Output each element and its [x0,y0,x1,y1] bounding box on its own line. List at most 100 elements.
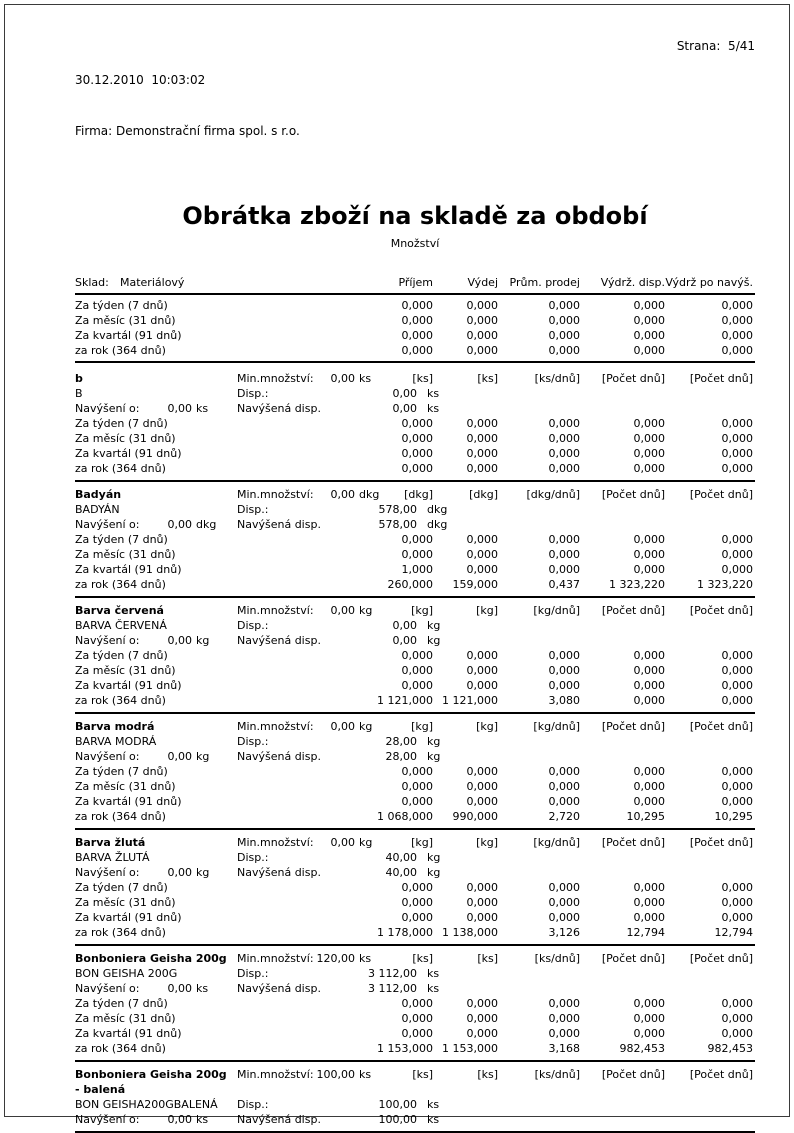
period-row: Za měsíc (31 dnů) 0,000 0,000 0,000 0,000 0,0… [75,431,755,446]
period-row: Za kvartál (91 dnů) 1,000 0,000 0,000 0,000 0… [75,562,755,577]
period-value: 0,000 [401,462,434,475]
period-value: 159,000 [452,578,499,591]
increase-unit: ks [196,402,209,415]
block-rule [75,712,755,714]
period-label: Za kvartál (91 dnů) [75,563,182,576]
period-value: 0,000 [548,780,581,793]
min-quantity-label: Min.množství: [237,604,314,617]
product-name: Bonboniera Geisha 200g [75,952,227,965]
summary-value: 0,000 [633,314,666,327]
period-label: Za týden (7 dnů) [75,649,168,662]
product-block: Barva žlutá Min.množství: 0,00 kg [kg] [kg] [k… [75,830,755,946]
product-name: Bonboniera Geisha 200g - balená [75,1068,227,1096]
increased-disp-unit: kg [427,750,441,763]
increase-unit: ks [196,1113,209,1126]
min-quantity-label: Min.množství: [237,488,314,501]
disp-unit: dkg [427,503,448,516]
period-value: 0,000 [466,765,499,778]
summary-value: 0,000 [466,314,499,327]
increased-disp-label: Navýšená disp. [237,982,321,995]
increase-label: Navýšení o: [75,750,140,763]
block-rule [75,480,755,482]
column-unit: [dkg] [404,488,433,501]
report-company: Firma: Demonstrační firma spol. s r.o. [75,124,300,138]
increase-label: Navýšení o: [75,866,140,879]
meta-left: 30.12.2010 10:03:02 Firma: Demonstrační … [75,38,300,174]
period-value: 0,000 [466,1027,499,1040]
column-unit: [Počet dnů] [689,604,753,617]
product-blocks: b Min.množství: 0,00 ks [ks] [ks] [ks/dnů] [Poč… [75,366,755,1133]
increased-disp-unit: ks [427,1113,440,1126]
increase-value: 0,00 [167,750,193,763]
summary-row: za rok (364 dnů) 0,000 0,000 0,000 0,000 0,00… [75,343,755,358]
period-value: 0,000 [401,649,434,662]
column-header: Výdej [467,276,498,289]
period-value: 0,437 [548,578,581,591]
disp-label: Disp.: [237,967,269,980]
disp-label: Disp.: [237,619,269,632]
summary-value: 0,000 [633,329,666,342]
period-value: 3,080 [548,694,581,707]
increase-row: Navýšení o: 0,00 ks Navýšená disp. 3 112,00 k… [75,981,755,996]
min-quantity-value: 0,00 [330,488,356,501]
block-rule [75,944,755,946]
product-code: B [75,387,83,400]
period-value: 0,000 [548,533,581,546]
increase-unit: ks [196,982,209,995]
product-name-row: Barva červená Min.množství: 0,00 kg [kg] [kg]… [75,603,755,618]
disp-label: Disp.: [237,387,269,400]
increased-disp-value: 100,00 [378,1113,418,1126]
period-value: 1 323,220 [609,578,665,591]
period-value: 982,453 [707,1042,754,1055]
period-value: 0,000 [401,417,434,430]
period-label: Za měsíc (31 dnů) [75,780,176,793]
summary-row: Za měsíc (31 dnů) 0,000 0,000 0,000 0,000 0,0… [75,313,755,328]
increased-disp-value: 0,00 [392,402,418,415]
period-value: 1 121,000 [442,694,498,707]
summary-value: 0,000 [401,344,434,357]
sklad-label: Sklad: [75,276,109,289]
product-name-row: b Min.množství: 0,00 ks [ks] [ks] [ks/dnů] [Poč… [75,371,755,386]
column-unit: [Počet dnů] [689,836,753,849]
period-value: 0,000 [633,462,666,475]
period-row: Za týden (7 dnů) 0,000 0,000 0,000 0,000 0,00… [75,880,755,895]
period-label: Za týden (7 dnů) [75,417,168,430]
summary-value: 0,000 [548,299,581,312]
min-quantity-unit: ks [359,1068,372,1081]
period-row: Za měsíc (31 dnů) 0,000 0,000 0,000 0,000 0,0… [75,895,755,910]
column-unit: [ks/dnů] [534,372,580,385]
period-row: Za měsíc (31 dnů) 0,000 0,000 0,000 0,000 0,0… [75,779,755,794]
column-unit: [kg] [476,604,498,617]
product-name: Badyán [75,488,122,501]
disp-value: 28,00 [385,735,418,748]
product-code: BARVA MODRÁ [75,735,157,748]
period-label: Za měsíc (31 dnů) [75,1012,176,1025]
period-value: 0,000 [633,417,666,430]
period-value: 0,000 [401,881,434,894]
period-row: za rok (364 dnů) 1 121,000 1 121,000 3,080 0… [75,693,755,708]
period-value: 0,000 [633,795,666,808]
column-unit: [ks] [477,952,498,965]
period-row: Za týden (7 dnů) 0,000 0,000 0,000 0,000 0,00… [75,996,755,1011]
summary-value: 0,000 [401,314,434,327]
period-value: 0,000 [466,462,499,475]
summary-block: Za týden (7 dnů) 0,000 0,000 0,000 0,000 0,00… [75,298,755,358]
increase-value: 0,00 [167,982,193,995]
period-value: 3,126 [548,926,581,939]
period-label: Za kvartál (91 dnů) [75,1027,182,1040]
column-unit: [kg] [411,836,433,849]
increased-disp-label: Navýšená disp. [237,402,321,415]
period-value: 0,000 [633,649,666,662]
disp-unit: ks [427,387,440,400]
period-label: za rok (364 dnů) [75,926,166,939]
period-value: 0,000 [548,881,581,894]
period-value: 0,000 [401,765,434,778]
increased-disp-value: 0,00 [392,634,418,647]
column-unit: [kg] [411,604,433,617]
period-value: 0,000 [548,432,581,445]
column-unit: [Počet dnů] [689,488,753,501]
period-label: Za měsíc (31 dnů) [75,664,176,677]
disp-unit: kg [427,735,441,748]
increase-value: 0,00 [167,402,193,415]
